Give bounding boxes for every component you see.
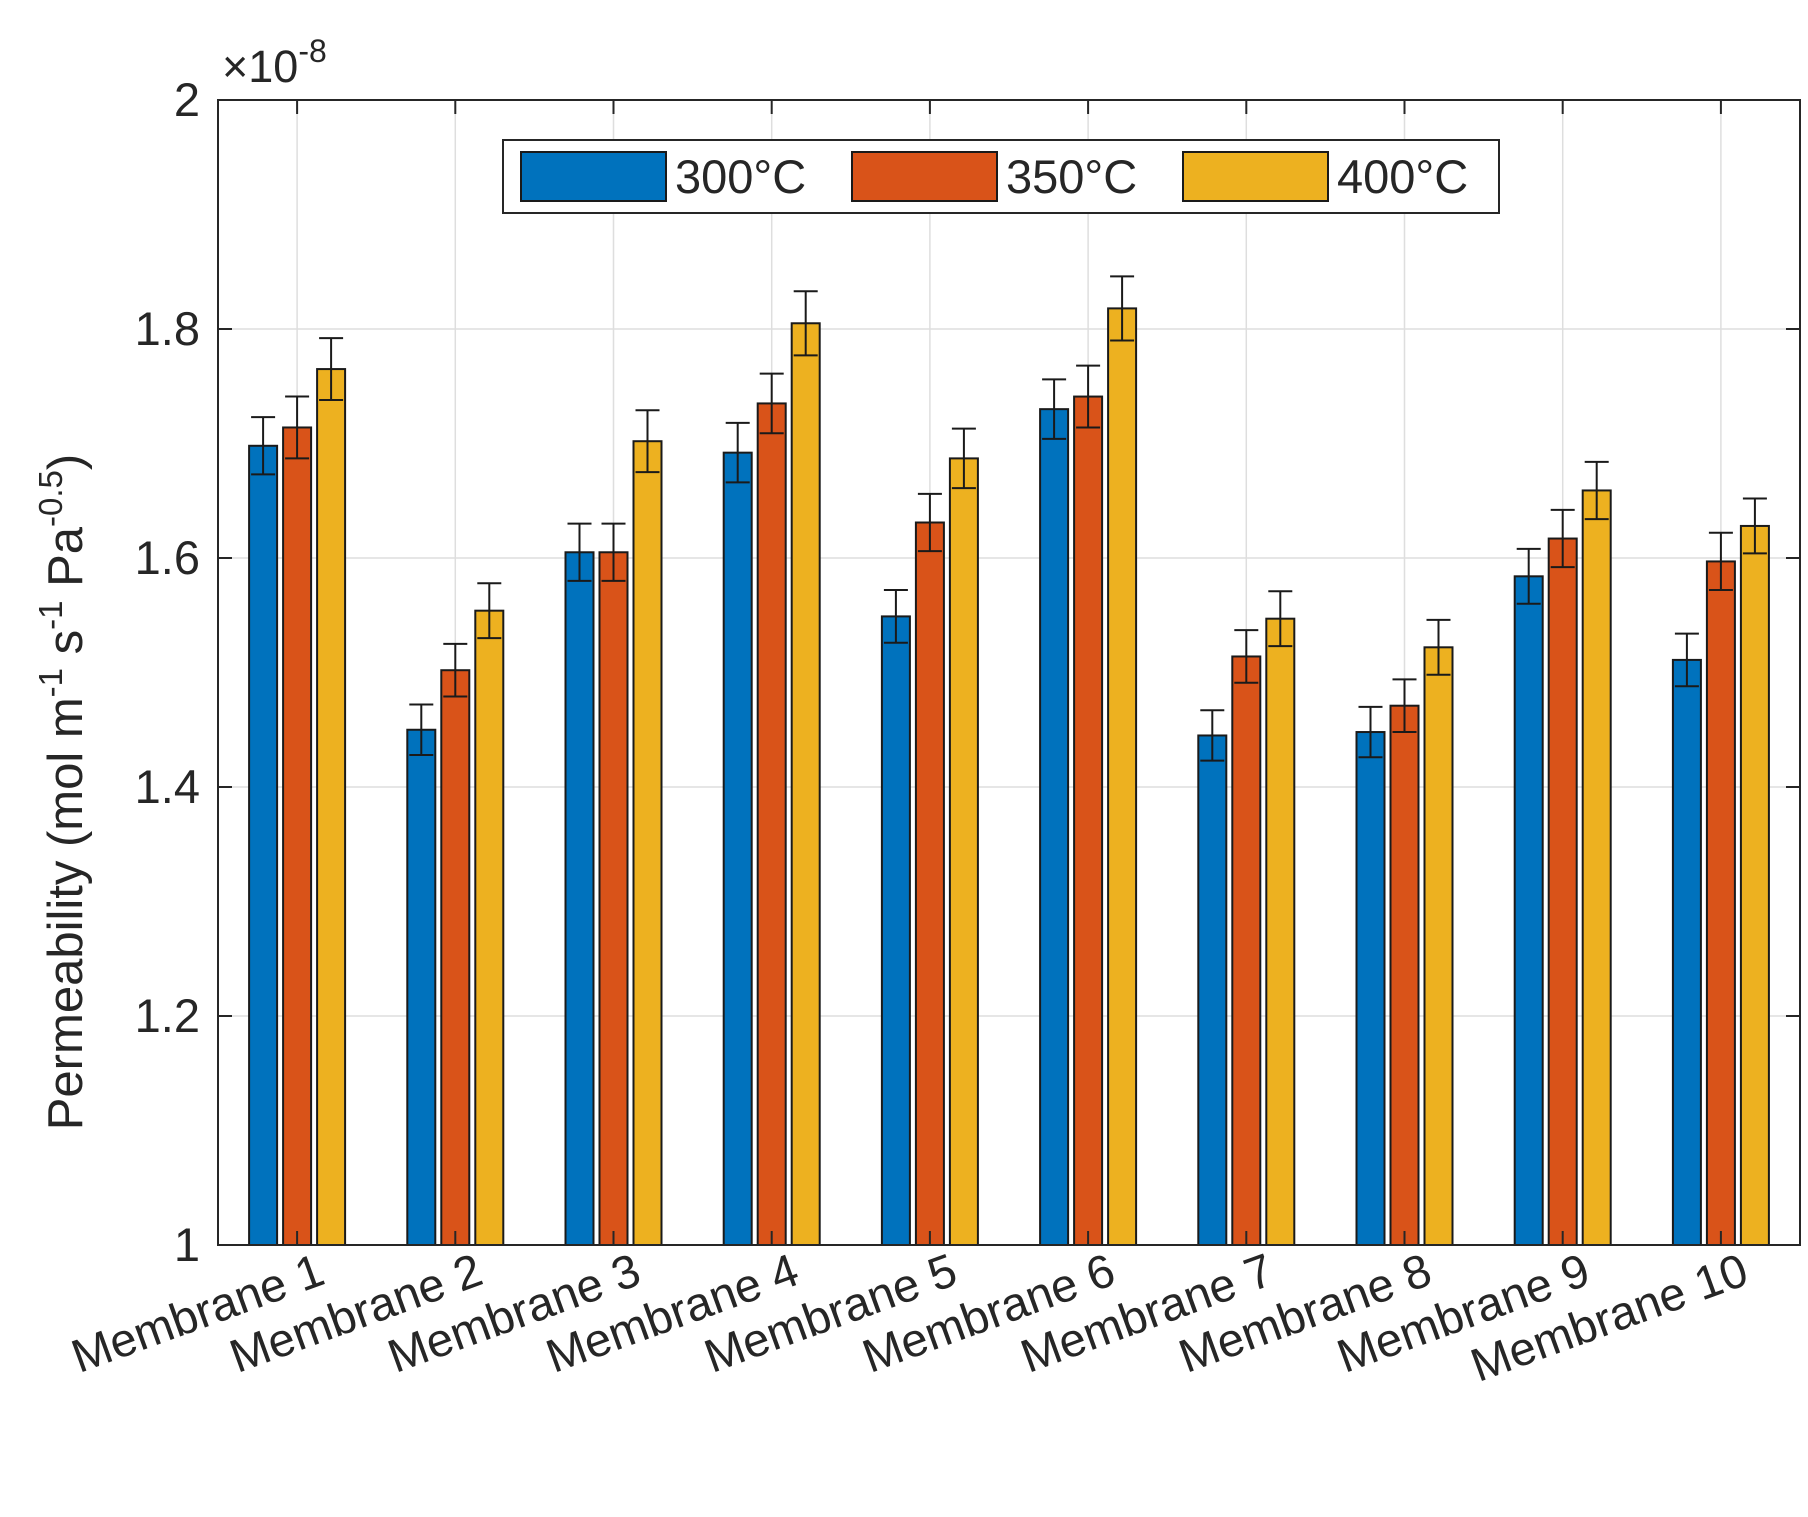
y-tick-label: 1.8 bbox=[135, 302, 200, 355]
bar bbox=[406, 728, 437, 1246]
ylabel-pa: Pa bbox=[39, 526, 93, 600]
y-tick-label: 1 bbox=[174, 1218, 200, 1271]
bar bbox=[948, 457, 979, 1246]
bar bbox=[1513, 575, 1544, 1246]
y-axis-label: Permeability (mol m-1 s-1 Pa-0.5) bbox=[32, 454, 93, 1131]
bar bbox=[1389, 704, 1420, 1246]
bar bbox=[1671, 658, 1702, 1246]
y-tick-label: 2 bbox=[174, 73, 200, 126]
plot-area-frame bbox=[217, 99, 1801, 1246]
exponent-power: -8 bbox=[298, 33, 326, 69]
bar bbox=[1547, 537, 1578, 1246]
legend-swatch-400 bbox=[1182, 151, 1329, 202]
bar bbox=[1197, 734, 1228, 1246]
legend-swatch-350 bbox=[851, 151, 998, 202]
bar bbox=[474, 609, 505, 1246]
bar bbox=[1107, 307, 1138, 1246]
bar bbox=[756, 402, 787, 1246]
bar bbox=[632, 440, 663, 1246]
bar bbox=[598, 551, 629, 1246]
legend-box bbox=[502, 139, 1500, 214]
bar bbox=[1265, 617, 1296, 1246]
legend-swatch-300 bbox=[520, 151, 667, 202]
legend: 300°C 350°C 400°C bbox=[502, 139, 1500, 214]
y-axis-exponent: ×10-8 bbox=[222, 33, 327, 92]
ylabel-sup-2: -1 bbox=[32, 601, 69, 630]
ylabel-close: ) bbox=[39, 454, 93, 470]
legend-label-400: 400°C bbox=[1337, 150, 1468, 203]
bar bbox=[248, 444, 279, 1247]
exponent-base: ×10 bbox=[222, 41, 298, 92]
error-bars bbox=[251, 275, 1767, 762]
ylabel-s: s bbox=[39, 630, 93, 668]
ylabel-sup-1: -1 bbox=[32, 668, 69, 697]
bar bbox=[1739, 524, 1770, 1246]
bar bbox=[1581, 489, 1612, 1246]
bar bbox=[1423, 646, 1454, 1246]
legend-label-300: 300°C bbox=[675, 150, 806, 203]
bar bbox=[1039, 408, 1070, 1246]
bar bbox=[282, 426, 313, 1247]
bar bbox=[722, 451, 753, 1247]
y-tick-label: 1.4 bbox=[135, 760, 200, 813]
y-tick-label: 1.6 bbox=[135, 531, 200, 584]
bar bbox=[1355, 731, 1386, 1246]
bar bbox=[564, 551, 595, 1246]
bar bbox=[440, 669, 471, 1246]
y-tick-label: 1.2 bbox=[135, 989, 200, 1042]
y-axis-ticks: 1 1.2 1.4 1.6 1.8 2 bbox=[135, 73, 1800, 1271]
bar bbox=[1231, 655, 1262, 1246]
ylabel-sup-3: -0.5 bbox=[32, 470, 69, 527]
bar bbox=[914, 521, 945, 1246]
ylabel-main: Permeability (mol m bbox=[39, 697, 93, 1130]
bar bbox=[1073, 395, 1104, 1246]
bar bbox=[790, 322, 821, 1246]
bar bbox=[316, 368, 347, 1246]
bar bbox=[1705, 560, 1736, 1246]
legend-label-350: 350°C bbox=[1006, 150, 1137, 203]
bar bbox=[880, 615, 911, 1246]
